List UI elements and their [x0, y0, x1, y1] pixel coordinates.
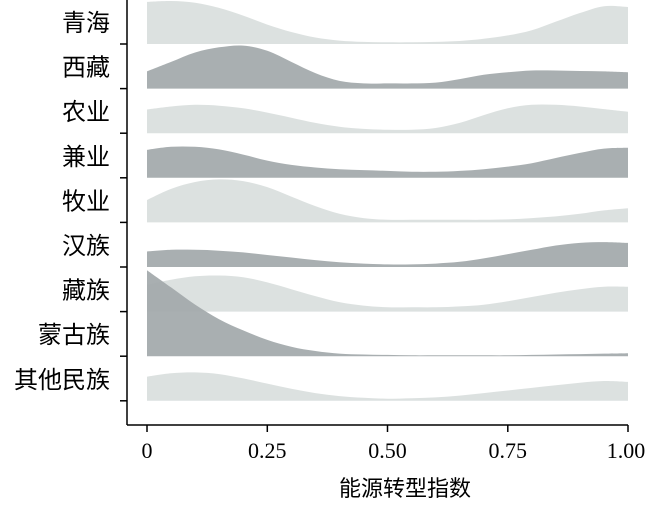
ridge-2	[147, 45, 628, 89]
ridge-5	[147, 179, 628, 223]
category-label: 其他民族	[14, 366, 110, 394]
category-label: 兼业	[62, 143, 110, 171]
axes: 0 0.25 0.50 0.75 1.00	[120, 0, 645, 463]
x-axis-label: 能源转型指数	[339, 477, 471, 502]
ridge-1	[147, 0, 628, 44]
ridge-3	[147, 104, 628, 134]
ridge-8	[147, 270, 628, 357]
category-label: 蒙古族	[38, 321, 110, 349]
ridge-9	[147, 372, 628, 401]
x-tick-label: 0	[142, 438, 153, 463]
x-tick-label: 1.00	[607, 438, 646, 463]
ridge-4	[147, 146, 628, 178]
x-tick-label: 0.75	[489, 438, 528, 463]
category-label: 青海	[62, 9, 110, 37]
y-axis-ticks	[120, 43, 127, 402]
category-label: 汉族	[62, 232, 110, 260]
category-label: 西藏	[62, 54, 110, 82]
ridge-7	[147, 275, 628, 312]
x-tick-label: 0.25	[248, 438, 287, 463]
category-label: 藏族	[62, 277, 110, 305]
category-label: 农业	[62, 98, 110, 126]
x-axis-ticks: 0 0.25 0.50 0.75 1.00	[142, 425, 646, 463]
ridge-6	[147, 242, 628, 267]
x-tick-label: 0.50	[368, 438, 407, 463]
category-label: 牧业	[62, 187, 110, 215]
ridge-series-group	[147, 0, 628, 401]
